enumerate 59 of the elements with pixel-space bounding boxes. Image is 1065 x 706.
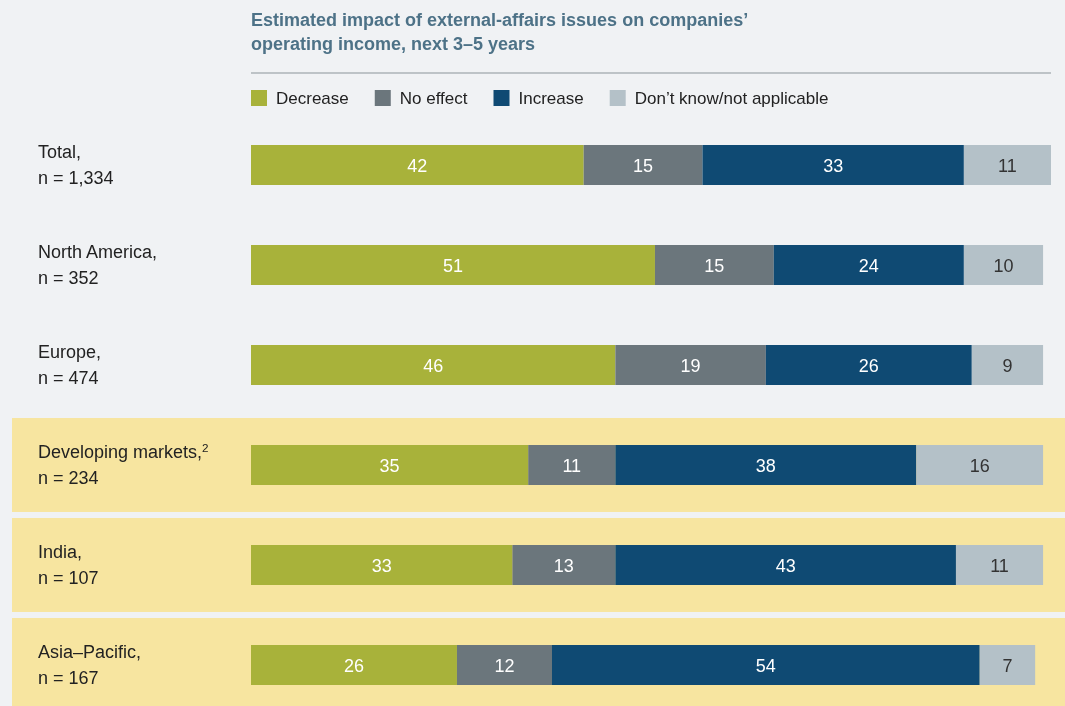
bar: [551, 645, 980, 685]
legend-label: No effect: [399, 89, 468, 108]
bar: [971, 345, 1044, 385]
bar: [456, 645, 552, 685]
bar: [615, 345, 766, 385]
bar: [615, 445, 917, 485]
bar: [251, 645, 457, 685]
bar: [251, 445, 529, 485]
data-label: 11: [998, 156, 1017, 176]
bar: [251, 345, 616, 385]
data-label: 15: [704, 256, 725, 276]
bar: [979, 645, 1036, 685]
bar: [528, 445, 616, 485]
data-label: 26: [858, 356, 879, 376]
bar: [251, 245, 655, 285]
data-label: 42: [407, 156, 428, 176]
chart-title: Estimated impact of external-affairs issues on companies’ operating income, next 3–5 years: [251, 10, 749, 54]
data-label: 26: [343, 656, 364, 676]
bar: [765, 345, 972, 385]
data-label: 15: [633, 156, 654, 176]
bar: [251, 545, 513, 585]
legend-label: Decrease: [276, 89, 349, 108]
data-label: 19: [680, 356, 701, 376]
data-label: 38: [755, 456, 776, 476]
bar: [916, 445, 1044, 485]
bar: [251, 145, 584, 185]
data-label: 13: [553, 556, 574, 576]
y-tick-label: India, n = 107: [38, 542, 99, 588]
data-label: 54: [755, 656, 776, 676]
y-tick-label: Total, n = 1,334: [38, 142, 114, 188]
category-label: Developing markets,$^{2}$ n = 234: [38, 440, 209, 488]
data-label: 33: [371, 556, 392, 576]
bar: [512, 545, 616, 585]
data-label: 11: [562, 456, 582, 476]
data-label: 24: [858, 256, 879, 276]
bar: [955, 545, 1044, 585]
data-label: 7: [1002, 656, 1013, 676]
legend-label: Increase: [518, 89, 584, 108]
bar: [654, 245, 774, 285]
data-label: 10: [993, 256, 1014, 276]
legend-label: Don’t know/not applicable: [634, 89, 829, 108]
data-label: 51: [442, 256, 463, 276]
data-label: 11: [990, 556, 1009, 576]
bar: [963, 245, 1044, 285]
data-label: 16: [969, 456, 990, 476]
data-label: 35: [379, 456, 400, 476]
y-tick-label: North America, n = 352: [38, 242, 158, 288]
data-label: 9: [1002, 356, 1013, 376]
data-label: 43: [775, 556, 796, 576]
bar: [615, 545, 956, 585]
data-label: 46: [423, 356, 444, 376]
bar: [583, 145, 703, 185]
y-tick-label: Europe, n = 474: [38, 342, 102, 388]
bar: [773, 245, 964, 285]
data-label: 33: [823, 156, 844, 176]
y-tick-label: Asia–Pacific, n = 167: [38, 642, 142, 688]
bar: [702, 145, 964, 185]
bar: [963, 145, 1051, 185]
data-label: 12: [494, 656, 515, 676]
